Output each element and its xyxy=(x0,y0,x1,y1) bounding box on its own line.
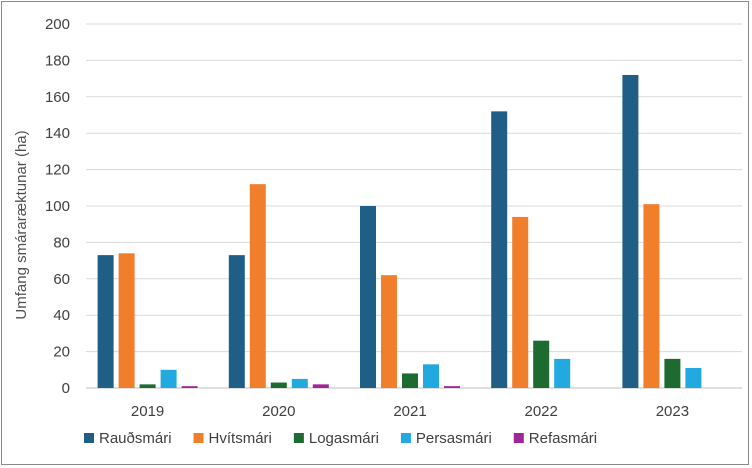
bar-Persasmári-2023 xyxy=(685,367,702,388)
legend-swatch xyxy=(84,433,94,443)
bar-Logasmári-2020 xyxy=(270,382,287,388)
y-tick-label: 60 xyxy=(53,271,70,288)
legend-item: Logasmári xyxy=(293,430,379,447)
y-tick-label: 120 xyxy=(45,162,70,179)
bar-Logasmári-2022 xyxy=(533,340,550,388)
y-tick-label: 20 xyxy=(53,344,70,361)
legend-label: Persasmári xyxy=(416,430,492,447)
y-tick-label: 140 xyxy=(45,125,70,142)
bar-Refasmári-2020 xyxy=(312,384,329,388)
legend-label: Logasmári xyxy=(309,430,379,447)
x-tick-label: 2023 xyxy=(656,403,689,420)
bar-Persasmári-2022 xyxy=(554,358,571,388)
legend-label: Refasmári xyxy=(529,430,597,447)
bar-Rauðsmári-2021 xyxy=(360,206,376,388)
bar-Refasmári-2019 xyxy=(181,386,198,388)
legend-swatch xyxy=(193,433,204,443)
y-tick-label: 0 xyxy=(62,380,70,397)
bar-Logasmári-2021 xyxy=(402,373,418,388)
y-tick-label: 40 xyxy=(53,307,70,324)
bar-Hvítsmári-2022 xyxy=(512,216,529,388)
legend-label: Rauðsmári xyxy=(99,430,172,447)
y-tick-label: 100 xyxy=(45,198,70,215)
x-tick-label: 2020 xyxy=(262,403,295,420)
y-axis-label: Umfang smáraræktunar (ha) xyxy=(13,130,30,319)
y-axis-ticks: 0 20 40 60 80 100 120 140 160 180 200 xyxy=(45,16,70,397)
bar-Hvítsmári-2020 xyxy=(249,184,266,388)
bar-Persasmári-2021 xyxy=(423,364,439,388)
bar-Persasmári-2020 xyxy=(291,378,308,388)
bar-Hvítsmári-2021 xyxy=(381,275,397,388)
bar-Rauðsmári-2019 xyxy=(97,255,114,388)
legend-item: Refasmári xyxy=(513,430,597,447)
y-tick-label: 160 xyxy=(45,89,70,106)
x-tick-label: 2019 xyxy=(131,403,164,420)
legend-label: Hvítsmári xyxy=(209,430,272,447)
bars xyxy=(97,74,702,389)
x-tick-label: 2022 xyxy=(525,403,558,420)
legend-swatch xyxy=(400,433,411,443)
bar-Rauðsmári-2022 xyxy=(491,111,508,389)
y-tick-label: 180 xyxy=(45,52,70,69)
legend-item: Hvítsmári xyxy=(193,430,272,447)
y-tick-label: 200 xyxy=(45,16,70,33)
x-tick-label: 2021 xyxy=(393,403,426,420)
bar-Rauðsmári-2023 xyxy=(622,74,639,389)
legend: Rauðsmári Hvítsmári Logasmári Persasmári Ref… xyxy=(84,430,597,447)
bar-Hvítsmári-2023 xyxy=(643,204,660,388)
bar-Persasmári-2019 xyxy=(160,369,177,388)
bar-Rauðsmári-2020 xyxy=(228,255,245,388)
legend-item: Persasmári xyxy=(400,430,492,447)
legend-swatch xyxy=(293,433,304,443)
legend-swatch xyxy=(513,433,524,443)
bar-Refasmári-2021 xyxy=(444,386,460,388)
x-axis-ticks: 2019 2020 2021 2022 2023 xyxy=(131,403,689,420)
bar-Logasmári-2019 xyxy=(139,384,156,388)
bar-Hvítsmári-2019 xyxy=(118,253,135,388)
bar-Logasmári-2023 xyxy=(664,358,681,388)
y-tick-label: 80 xyxy=(53,234,70,251)
legend-item: Rauðsmári xyxy=(84,430,172,447)
